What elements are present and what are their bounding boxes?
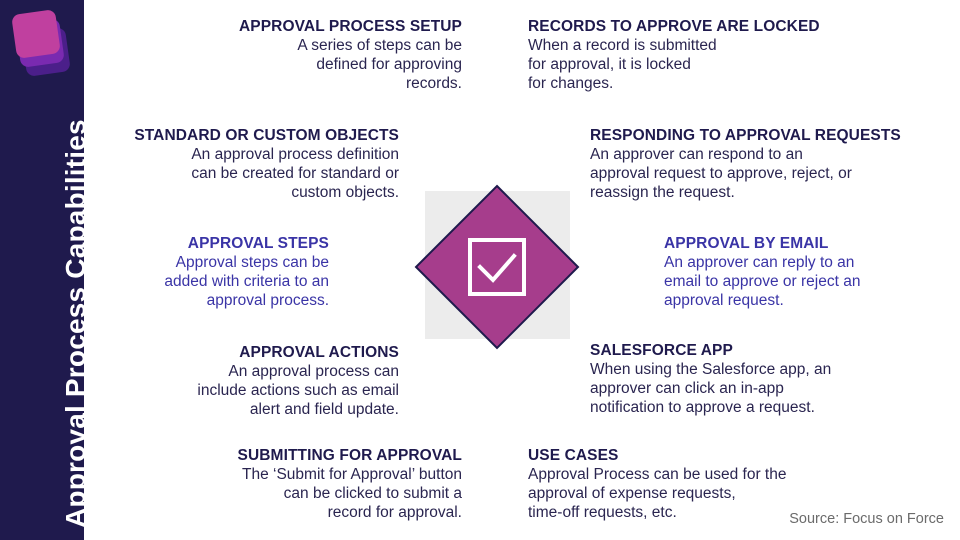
block-title: APPROVAL BY EMAIL <box>664 235 829 252</box>
block-title: APPROVAL ACTIONS <box>239 344 399 361</box>
block-line: record for approval. <box>327 504 462 521</box>
block-line: approver can click an in-app <box>590 380 784 397</box>
block-line: records. <box>406 75 462 92</box>
block-line: When using the Salesforce app, an <box>590 361 832 378</box>
block-salesforce-app: SALESFORCE APP When using the Salesforce… <box>590 341 831 417</box>
focus-on-force-logo <box>12 10 70 76</box>
block-use-cases: USE CASES Approval Process can be used f… <box>528 446 786 522</box>
block-line: for changes. <box>528 75 614 92</box>
block-title: APPROVAL PROCESS SETUP <box>239 18 462 35</box>
block-line: can be clicked to submit a <box>283 485 462 502</box>
block-records-locked: RECORDS TO APPROVE ARE LOCKED When a rec… <box>528 17 820 93</box>
block-line: approval process. <box>206 292 329 309</box>
block-title: APPROVAL STEPS <box>187 235 329 252</box>
block-approval-process-setup: APPROVAL PROCESS SETUP A series of steps… <box>239 17 462 93</box>
block-title: RECORDS TO APPROVE ARE LOCKED <box>528 18 820 35</box>
block-line: custom objects. <box>291 184 399 201</box>
checkbox-icon <box>468 238 526 296</box>
block-line: added with criteria to an <box>164 273 329 290</box>
block-line: An approval process definition <box>191 146 399 163</box>
block-line: An approval process can <box>228 363 399 380</box>
block-line: approval request. <box>664 292 784 309</box>
block-standard-custom-objects: STANDARD OR CUSTOM OBJECTS An approval p… <box>134 126 399 202</box>
page-title: Approval Process Capabilities <box>60 119 91 528</box>
block-line: An approver can reply to an <box>664 254 855 271</box>
center-diamond <box>414 184 580 350</box>
block-line: time-off requests, etc. <box>528 504 677 521</box>
block-submitting-for-approval: SUBMITTING FOR APPROVAL The ‘Submit for … <box>238 446 462 522</box>
block-line: for approval, it is locked <box>528 56 691 73</box>
block-approval-actions: APPROVAL ACTIONS An approval process can… <box>197 343 399 419</box>
block-approval-by-email: APPROVAL BY EMAIL An approver can reply … <box>664 234 860 310</box>
block-line: approval request to approve, reject, or <box>590 165 852 182</box>
block-line: email to approve or reject an <box>664 273 861 290</box>
sidebar: Approval Process Capabilities <box>0 0 91 540</box>
block-line: When a record is submitted <box>528 37 717 54</box>
block-title: SUBMITTING FOR APPROVAL <box>237 447 462 464</box>
source-credit: Source: Focus on Force <box>789 511 944 527</box>
block-approval-steps: APPROVAL STEPS Approval steps can be add… <box>164 234 329 310</box>
block-responding-requests: RESPONDING TO APPROVAL REQUESTS An appro… <box>590 126 901 202</box>
block-line: defined for approving <box>316 56 462 73</box>
block-title: SALESFORCE APP <box>590 342 733 359</box>
block-line: include actions such as email <box>197 382 399 399</box>
block-line: notification to approve a request. <box>590 399 815 416</box>
block-title: STANDARD OR CUSTOM OBJECTS <box>134 127 399 144</box>
block-line: Approval steps can be <box>175 254 329 271</box>
block-title: USE CASES <box>528 447 619 464</box>
block-line: reassign the request. <box>590 184 735 201</box>
block-line: approval of expense requests, <box>528 485 736 502</box>
block-line: can be created for standard or <box>191 165 399 182</box>
block-line: A series of steps can be <box>297 37 462 54</box>
block-line: alert and field update. <box>249 401 399 418</box>
block-line: The ‘Submit for Approval’ button <box>242 466 462 483</box>
block-line: Approval Process can be used for the <box>528 466 787 483</box>
block-line: An approver can respond to an <box>590 146 803 163</box>
block-title: RESPONDING TO APPROVAL REQUESTS <box>590 127 901 144</box>
